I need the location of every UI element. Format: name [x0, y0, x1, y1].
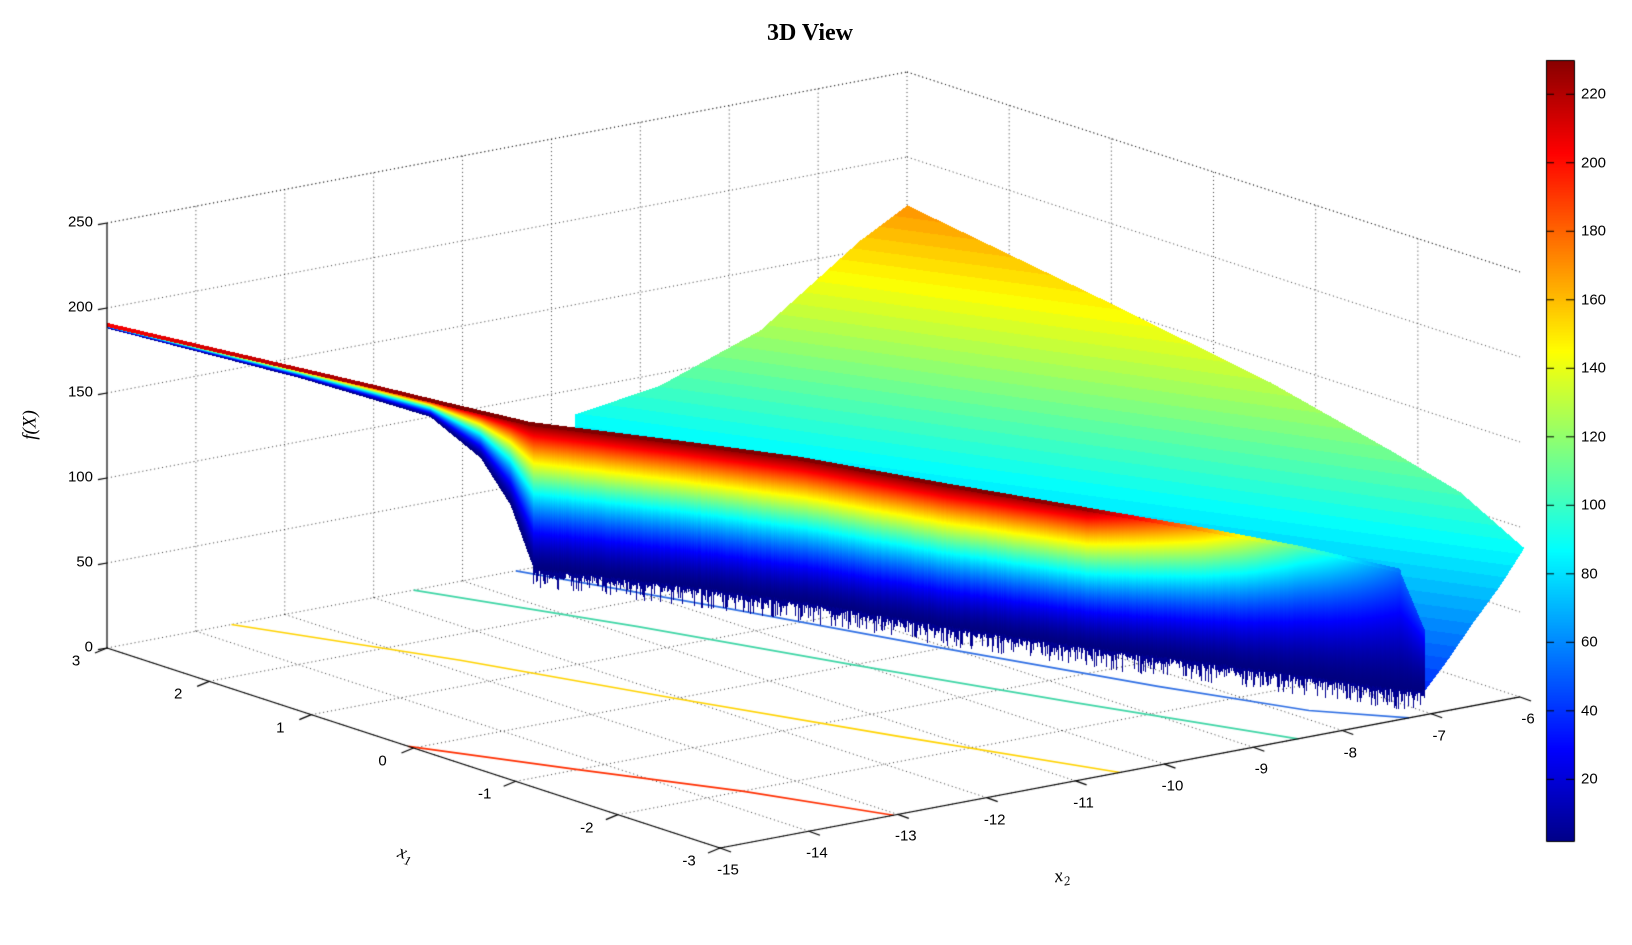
x2-tick-label: -10 [1161, 777, 1184, 795]
colorbar-tick-label: 20 [1581, 770, 1598, 788]
z-tick-label: 0 [84, 638, 93, 656]
chart-title: 3D View [767, 20, 853, 46]
colorbar-tick-label: 120 [1581, 428, 1607, 446]
colorbar-tick-label: 40 [1581, 702, 1598, 720]
colorbar-tick-label: 140 [1581, 359, 1607, 377]
colorbar-tick-label: 180 [1581, 222, 1607, 240]
x1-tick-label: 1 [276, 719, 285, 737]
colorbar-tick-label: 80 [1581, 565, 1598, 583]
x2-tick-label: -7 [1432, 727, 1446, 745]
z-tick-label: 200 [67, 298, 93, 316]
z-tick-label: 50 [76, 553, 93, 571]
z-axis-label: f(X) [19, 410, 41, 440]
x1-tick-label: -2 [580, 819, 594, 837]
colorbar-tick-label: 100 [1581, 496, 1607, 514]
z-tick-label: 100 [67, 468, 93, 486]
colorbar-tick-label: 60 [1581, 633, 1598, 651]
x2-tick-label: -8 [1343, 744, 1357, 762]
z-tick-label: 150 [67, 383, 93, 401]
colorbar-tick-label: 200 [1581, 154, 1607, 172]
colorbar-tick-label: 220 [1581, 85, 1607, 103]
colorbar-tick-label: 160 [1581, 291, 1607, 309]
x1-tick-label: -1 [478, 785, 492, 803]
x2-tick-label: -14 [806, 844, 828, 862]
z-tick-label: 250 [67, 213, 93, 231]
x2-tick-label: -6 [1521, 710, 1535, 728]
x2-tick-label: -13 [894, 827, 917, 845]
x1-tick-label: -3 [682, 852, 696, 870]
x1-tick-label: 2 [173, 685, 183, 703]
x2-tick-label: -12 [983, 811, 1006, 829]
x1-tick-label: 0 [378, 752, 387, 770]
x2-tick-label: -15 [717, 861, 739, 879]
x2-tick-label: -9 [1254, 760, 1269, 778]
x2-tick-label: -11 [1073, 794, 1094, 812]
x1-tick-label: 3 [71, 652, 81, 670]
